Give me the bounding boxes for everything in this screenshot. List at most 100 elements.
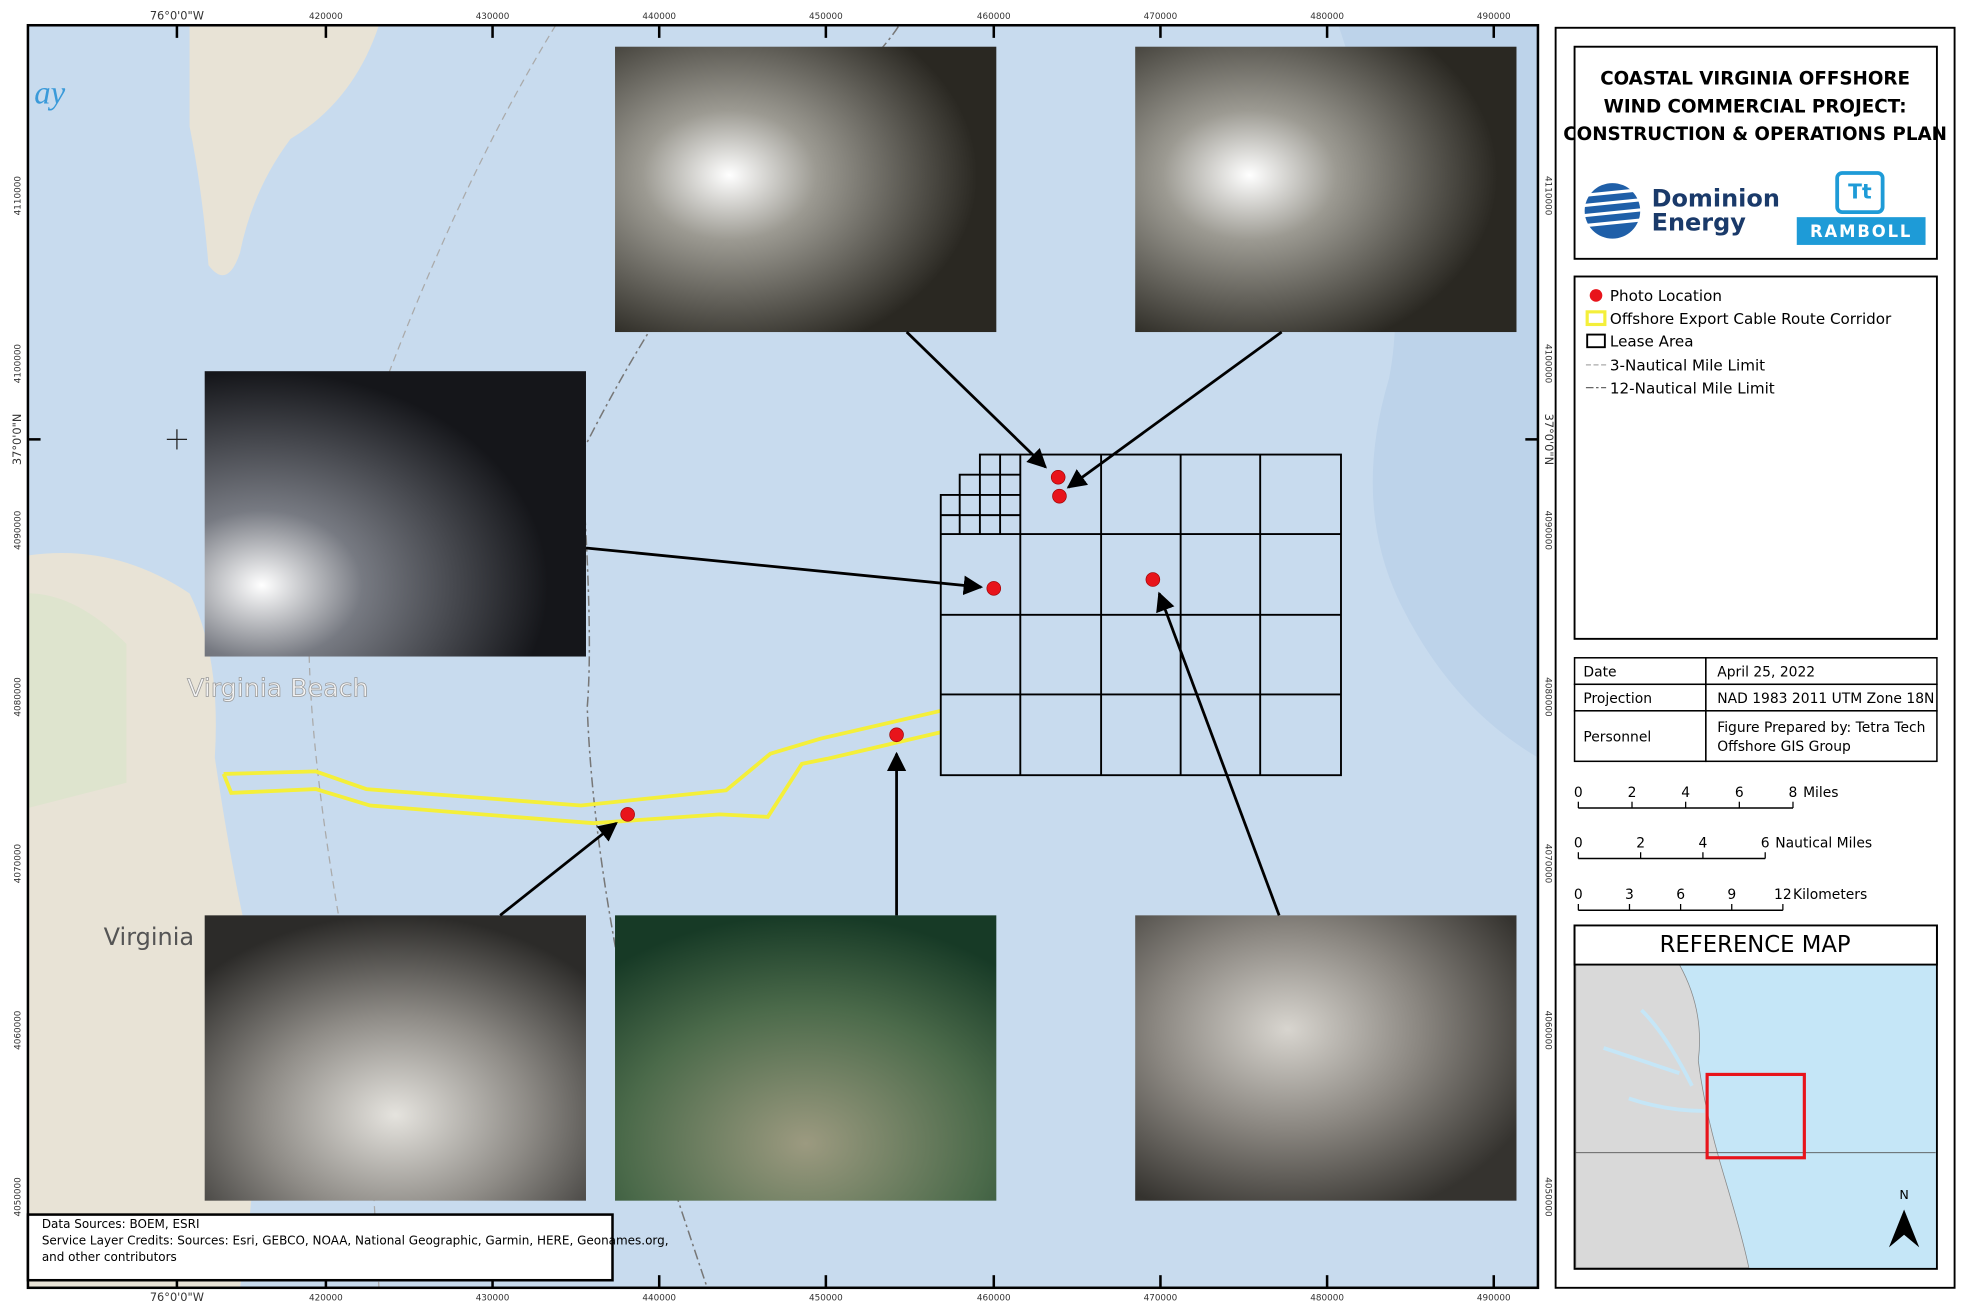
- photo: [204, 371, 586, 657]
- north-label: N: [1899, 1187, 1908, 1202]
- x-coord-label: 420000: [309, 12, 343, 22]
- y-coord-label: 4050000: [13, 1177, 23, 1217]
- table-label: Date: [1583, 664, 1616, 680]
- cable-corridor: [221, 708, 942, 826]
- table-value: Offshore GIS Group: [1717, 739, 1851, 755]
- y-coord-label: 4080000: [1543, 677, 1553, 717]
- y-coord-label: 4070000: [1543, 844, 1553, 884]
- scale-label: 12: [1774, 887, 1792, 903]
- y-coord-label: 4060000: [13, 1010, 23, 1050]
- three-nm-limit: [308, 24, 557, 1288]
- photo: [1135, 915, 1517, 1201]
- y-coord-label: 4050000: [1543, 1177, 1553, 1217]
- y-coord-label: 4060000: [1543, 1011, 1553, 1051]
- x-coord-label: 470000: [1144, 1293, 1178, 1303]
- legend-symbol: [1585, 310, 1607, 327]
- tetra-ramboll-logo: Tt RAMBOLL: [1796, 171, 1926, 245]
- place-label: Virginia Beach: [187, 673, 368, 702]
- north-arrow: [1888, 1209, 1920, 1248]
- x-coord-label: 430000: [476, 12, 510, 22]
- scale-bars: 0 2 4 6 8 Miles 0 2 4 6 Nautical Miles 0 3 6 9 12 Kilome…: [1574, 785, 1872, 912]
- y-coord-label: 4110000: [13, 176, 23, 216]
- x-coord-label: 76°0'0"W: [150, 1290, 204, 1304]
- x-coord-label: 460000: [977, 12, 1011, 22]
- x-coord-label: 430000: [476, 1293, 510, 1303]
- scale-label: 8: [1789, 785, 1798, 801]
- logo-text: Tt: [1848, 180, 1872, 204]
- photo: [1135, 46, 1517, 333]
- legend-label: Offshore Export Cable Route Corridor: [1610, 310, 1892, 328]
- scale-label: 4: [1699, 835, 1708, 851]
- table-value: NAD 1983 2011 UTM Zone 18N: [1717, 691, 1934, 707]
- y-coord-label: 37°0'0"N: [1542, 414, 1556, 465]
- photo: [615, 915, 997, 1201]
- place-label: Virginia: [104, 923, 194, 951]
- ref-rivers: [1602, 1008, 1705, 1113]
- title: COASTAL VIRGINIA OFFSHORE: [1600, 69, 1910, 90]
- table-value: April 25, 2022: [1717, 664, 1815, 680]
- y-coord-label: 4100000: [13, 344, 23, 384]
- legend-label: Photo Location: [1610, 287, 1722, 305]
- info-table: Date April 25, 2022 Projection NAD 1983 201…: [1573, 657, 1938, 763]
- photo: [204, 915, 586, 1201]
- scale-unit: Kilometers: [1793, 887, 1867, 903]
- y-coord-label: 4100000: [1543, 344, 1553, 384]
- x-coord-label: 490000: [1477, 1293, 1511, 1303]
- dominion-logo: Dominion Energy: [1580, 183, 1780, 239]
- scale-label: 4: [1681, 785, 1690, 801]
- table-label: Projection: [1583, 691, 1652, 707]
- ref-title-box: [1573, 924, 1938, 966]
- lease-area: [939, 453, 1342, 777]
- x-coord-label: 490000: [1477, 12, 1511, 22]
- y-coord-label: 4070000: [13, 844, 23, 884]
- scale-label: 6: [1676, 887, 1685, 903]
- x-coord-label: 460000: [977, 1293, 1011, 1303]
- x-coord-label: 440000: [642, 1293, 676, 1303]
- ref-extent: [1705, 1072, 1806, 1160]
- scale-label: 0: [1574, 887, 1583, 903]
- scale-label: 2: [1628, 785, 1637, 801]
- table-cell: [1573, 683, 1707, 712]
- arrows: [499, 330, 1283, 917]
- y-coord-label: 4090000: [1543, 511, 1553, 551]
- credits-line: Data Sources: BOEM, ESRI: [42, 1217, 200, 1231]
- ref-title: REFERENCE MAP: [1660, 932, 1851, 958]
- credits-line: Service Layer Credits: Sources: Esri, GE…: [42, 1234, 669, 1248]
- twelve-nm-limit: [580, 24, 900, 455]
- table-cell: [1573, 710, 1707, 763]
- x-coord-label: 420000: [309, 1293, 343, 1303]
- scale-label: 9: [1727, 887, 1736, 903]
- table-label: Personnel: [1583, 729, 1651, 745]
- scale-label: 0: [1574, 835, 1583, 851]
- peninsula: [189, 25, 379, 276]
- scale-label: 2: [1636, 835, 1645, 851]
- x-coord-label: 480000: [1310, 12, 1344, 22]
- table-cell: [1705, 657, 1938, 686]
- legend-box: [1573, 275, 1938, 640]
- title: WIND COMMERCIAL PROJECT:: [1604, 96, 1907, 117]
- x-coord-label: 470000: [1144, 12, 1178, 22]
- x-coord-label: 450000: [809, 1293, 843, 1303]
- table-cell: [1705, 710, 1938, 763]
- y-coord-label: 4110000: [1543, 176, 1553, 216]
- credits-line: and other contributors: [42, 1250, 177, 1264]
- y-coord-label: 37°0'0"N: [10, 414, 24, 465]
- land-green: [27, 593, 127, 809]
- scale-unit: Nautical Miles: [1775, 835, 1872, 851]
- legend-symbol: [1586, 333, 1606, 349]
- x-coord-label: 450000: [809, 12, 843, 22]
- scale-label: 0: [1574, 785, 1583, 801]
- scale-unit: Miles: [1803, 785, 1838, 801]
- map-frame: [26, 23, 1540, 1290]
- x-coord-label: 480000: [1310, 1293, 1344, 1303]
- x-coord-label: 76°0'0"W: [150, 8, 204, 22]
- y-coord-label: 4080000: [13, 677, 23, 717]
- credits-box: [26, 1213, 614, 1282]
- logo-text: RAMBOLL: [1810, 222, 1912, 241]
- logo-text: Dominion: [1652, 184, 1780, 212]
- title: CONSTRUCTION & OPERATIONS PLAN: [1563, 124, 1947, 145]
- table-value: Figure Prepared by: Tetra Tech: [1717, 720, 1925, 736]
- scale-label: 6: [1735, 785, 1744, 801]
- place-label: ay: [34, 75, 65, 111]
